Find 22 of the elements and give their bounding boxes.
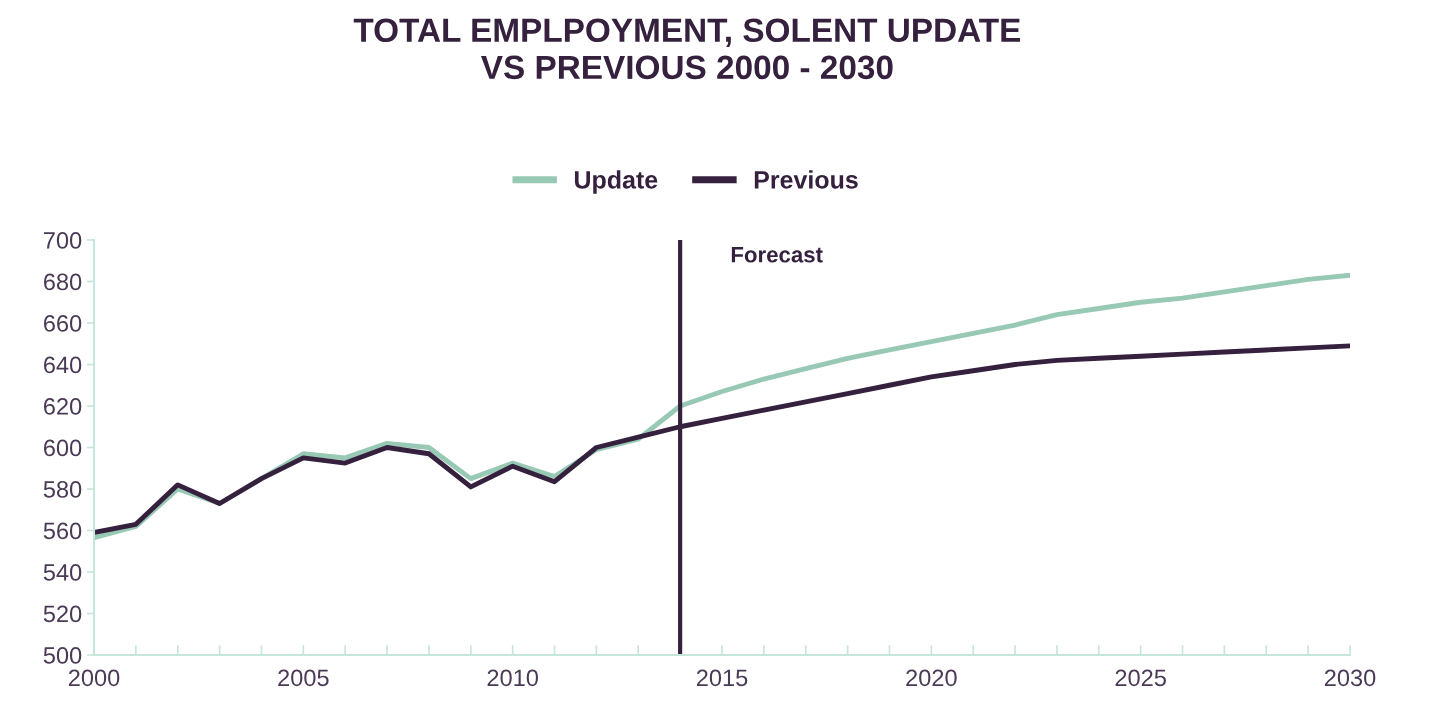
y-tick-label: 700 bbox=[44, 232, 82, 249]
x-tick-label: 2000 bbox=[68, 669, 120, 687]
y-tick-label: 640 bbox=[44, 356, 82, 374]
y-tick-label: 540 bbox=[43, 564, 82, 581]
chart-title: TOTAL EMPLPOYMENT, SOLENT UPDATE VS PREVIOUS 2000 - 2030 bbox=[353, 18, 1021, 80]
y-tick-label: 620 bbox=[44, 398, 82, 415]
legend-label: Update bbox=[574, 170, 658, 194]
ref-line-label: Forecast bbox=[731, 247, 823, 263]
y-tick-label: 680 bbox=[44, 273, 82, 291]
x-tick-label: 2025 bbox=[1115, 669, 1166, 687]
y-tick-label: 580 bbox=[43, 481, 82, 498]
x-tick-label: 2005 bbox=[278, 669, 329, 687]
y-tick-label: 560 bbox=[43, 522, 82, 540]
legend-label: Previous bbox=[754, 170, 858, 189]
x-tick-label: 2030 bbox=[1324, 669, 1376, 687]
y-tick-label: 600 bbox=[44, 439, 82, 457]
y-tick-label: 520 bbox=[43, 605, 82, 623]
x-tick-label: 2015 bbox=[696, 669, 748, 687]
x-tick-label: 2010 bbox=[487, 669, 539, 687]
y-tick-label: 500 bbox=[43, 647, 82, 664]
y-tick-label: 660 bbox=[44, 315, 82, 332]
x-tick-label: 2020 bbox=[906, 669, 957, 687]
